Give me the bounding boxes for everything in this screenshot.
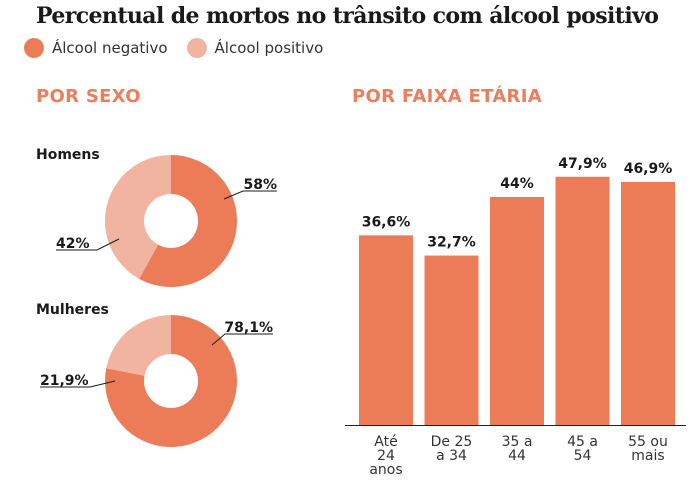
group-label-mulheres: Mulheres [36,302,109,318]
legend-label-positive: Álcool positivo [214,39,324,57]
x-tick-label-4: 55 ou mais [628,434,668,464]
group-label-homens: Homens [36,147,100,163]
x-tick-label-2: 35 a 44 [501,434,533,464]
bar-3 [555,176,610,425]
bar-1 [424,255,479,425]
donut-slice-0-1 [105,155,171,279]
leader-line-1-0 [211,333,273,346]
bar-label-2: 44% [500,176,534,192]
legend: Álcool negativo Álcool positivo [24,38,342,58]
legend-swatch-negative [24,38,44,58]
legend-item-positive: Álcool positivo [186,38,324,58]
donut-slice-1-0 [105,315,238,448]
x-tick-label-0: Até 24 anos [369,434,403,478]
bar-label-4: 46,9% [624,161,673,177]
bar-0 [359,235,413,425]
section-title-sex: POR SEXO [36,86,141,107]
donut-label-1-1: 21,9% [40,373,89,389]
legend-label-negative: Álcool negativo [52,39,168,57]
x-tick-label-1: De 25 a 34 [430,434,473,464]
donut-label-0-1: 42% [56,236,90,252]
donut-slice-0-0 [139,155,237,287]
legend-item-negative: Álcool negativo [24,38,168,58]
bar-2 [490,197,544,425]
donut-slice-1-1 [106,315,171,376]
chart-title: Percentual de mortos no trânsito com álc… [36,3,659,29]
bar-label-0: 36,6% [362,214,411,230]
x-tick-label-3: 45 a 54 [567,434,598,464]
leader-line-0-0 [223,190,277,200]
leader-line-1-1 [40,380,116,388]
leader-line-0-1 [56,238,120,251]
section-title-age: POR FAIXA ETÁRIA [352,86,542,107]
bar-label-1: 32,7% [427,235,476,251]
legend-swatch-positive [186,38,207,58]
donut-label-0-0: 58% [243,177,277,193]
donut-label-1-0: 78,1% [224,320,273,336]
bar-4 [621,181,675,425]
bar-label-3: 47,9% [558,156,607,172]
